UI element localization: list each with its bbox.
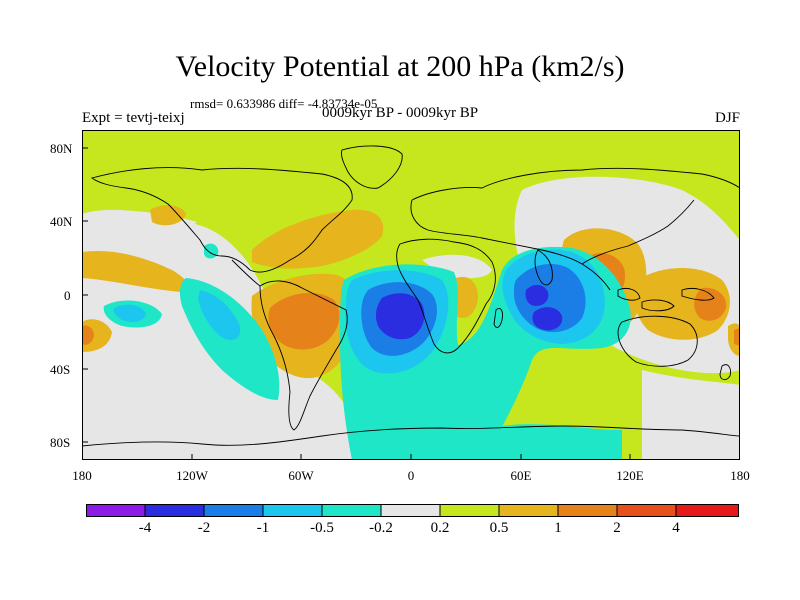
lon-label-180w: 180 xyxy=(72,468,92,483)
field-neg-atlantic-max xyxy=(375,293,425,340)
colorbar-label-6: 0.5 xyxy=(489,520,509,536)
lat-label-eq: 0 xyxy=(64,288,71,303)
colorbar-box-7 xyxy=(499,504,558,517)
season-label: DJF xyxy=(714,110,740,126)
colorbar-box-8 xyxy=(558,504,617,517)
field-pos-west-pacific xyxy=(633,268,730,340)
lon-label-180e: 180 xyxy=(730,468,750,483)
colorbar-box-9 xyxy=(617,504,676,517)
stats-text: rmsd= 0.633986 diff= -4.83734e-05 xyxy=(190,96,378,111)
field-neg-indian-max-a xyxy=(525,284,549,306)
colorbar-label-0: -4 xyxy=(138,520,152,536)
field-pos-dateline-east-core xyxy=(734,328,740,346)
colorbar-label-7: 1 xyxy=(554,520,562,536)
colorbar-box-5 xyxy=(381,504,440,517)
period-label: 0009kyr BP - 0009kyr BP xyxy=(321,105,479,121)
field-neg-south-ocean-band xyxy=(352,420,622,460)
colorbar-box-6 xyxy=(440,504,499,517)
colorbar-label-2: -1 xyxy=(256,520,270,536)
coastlines xyxy=(82,145,740,447)
colorbar xyxy=(86,504,739,517)
field-neutral-atlantic-south xyxy=(282,360,352,460)
colorbar-box-2 xyxy=(204,504,263,517)
field-neg-indian-large xyxy=(514,264,586,333)
colorbar-label-1: -2 xyxy=(197,520,211,536)
field-pos-east-pacific-west-core xyxy=(82,325,94,345)
lat-label-40n: 40N xyxy=(50,214,73,229)
colorbar-box-3 xyxy=(263,504,322,517)
colorbar-label-4: -0.2 xyxy=(369,520,393,536)
experiment-label: Expt = tevtj-teixj xyxy=(82,110,185,126)
field-pos-west-pacific-core xyxy=(694,287,727,321)
colorbar-box-1 xyxy=(145,504,204,517)
field-neg-eastern-pacific-mid xyxy=(113,304,146,322)
lon-label-0: 0 xyxy=(407,468,415,483)
lat-label-40s: 40S xyxy=(50,362,71,377)
colorbar-box-10 xyxy=(676,504,739,517)
map-title: Velocity Potential at 200 hPa (km2/s) xyxy=(175,50,625,83)
field-pos-north-atlantic xyxy=(252,209,384,269)
field-pos-south-america-core xyxy=(268,293,340,350)
colorbar-label-5: 0.2 xyxy=(430,520,450,536)
field-neg-south-pacific-mid xyxy=(198,290,241,341)
field-neutral-south-east xyxy=(642,370,740,460)
colorbar-label-9: 4 xyxy=(672,520,680,536)
field-neg-indian-max-b xyxy=(532,307,563,331)
lon-label-60e: 60E xyxy=(510,468,532,483)
field-pos-north-pacific xyxy=(150,205,186,226)
colorbar-box-0 xyxy=(86,504,145,517)
lon-label-60w: 60W xyxy=(288,468,314,483)
colorbar-box-4 xyxy=(322,504,381,517)
lon-label-120e: 120E xyxy=(616,468,644,483)
colorbar-label-3: -0.5 xyxy=(310,520,334,536)
lat-label-80s: 80S xyxy=(50,435,71,450)
colorbar-label-8: 2 xyxy=(613,520,621,536)
field-pos-central-pacific xyxy=(82,250,189,292)
lat-label-80n: 80N xyxy=(50,141,73,156)
lon-label-120w: 120W xyxy=(176,468,208,483)
map-panel xyxy=(82,130,740,460)
